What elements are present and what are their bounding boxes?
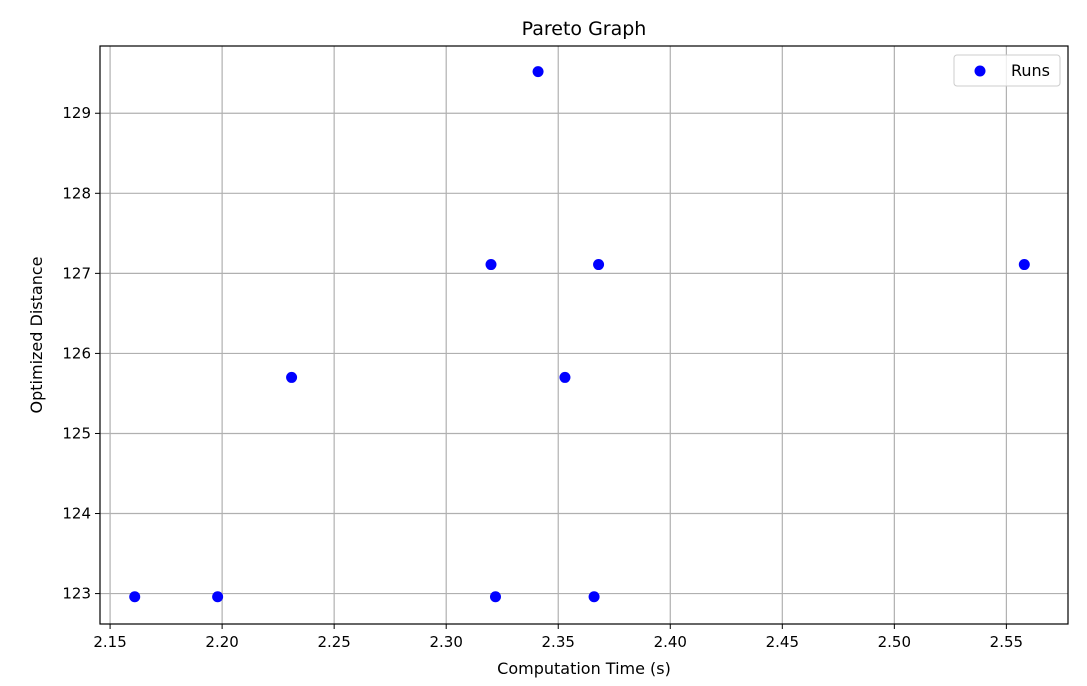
x-tick-label: 2.45 — [766, 633, 799, 651]
scatter-point — [212, 591, 224, 603]
legend: Runs — [953, 54, 1061, 87]
plot-frame — [99, 45, 1069, 625]
y-tick-label: 128 — [62, 184, 91, 202]
chart-title: Pareto Graph — [522, 18, 647, 40]
x-tick-label: 2.20 — [205, 633, 238, 651]
x-axis-label: Computation Time (s) — [497, 659, 671, 678]
scatter-point — [588, 591, 600, 603]
data-points — [129, 66, 1030, 603]
y-tick-label: 123 — [62, 585, 91, 603]
y-axis-label: Optimized Distance — [27, 257, 46, 414]
scatter-point — [286, 371, 298, 383]
y-tick-label: 129 — [62, 104, 91, 122]
legend-marker-runs — [974, 65, 986, 77]
grid — [100, 46, 1068, 624]
scatter-point — [1018, 259, 1030, 271]
scatter-point — [129, 591, 141, 603]
x-axis-ticks: 2.15 2.20 2.25 2.30 2.35 2.40 2.45 2.50 2.55 — [93, 624, 1023, 651]
legend-label-runs: Runs — [1011, 61, 1050, 80]
x-tick-label: 2.55 — [990, 633, 1023, 651]
y-tick-label: 127 — [62, 264, 91, 282]
scatter-point — [593, 259, 605, 271]
y-tick-label: 124 — [62, 505, 91, 523]
x-tick-label: 2.30 — [429, 633, 462, 651]
scatter-point — [489, 591, 501, 603]
scatter-point — [485, 259, 497, 271]
x-tick-label: 2.50 — [878, 633, 911, 651]
scatter-point — [532, 66, 544, 78]
scatter-point — [559, 371, 571, 383]
x-tick-label: 2.35 — [542, 633, 575, 651]
y-axis-ticks: 123 124 125 126 127 128 129 — [62, 104, 100, 603]
x-tick-label: 2.40 — [654, 633, 687, 651]
x-tick-label: 2.25 — [317, 633, 350, 651]
y-tick-label: 126 — [62, 344, 91, 362]
y-tick-label: 125 — [62, 424, 91, 442]
legend-box — [953, 54, 1061, 87]
x-tick-label: 2.15 — [93, 633, 126, 651]
